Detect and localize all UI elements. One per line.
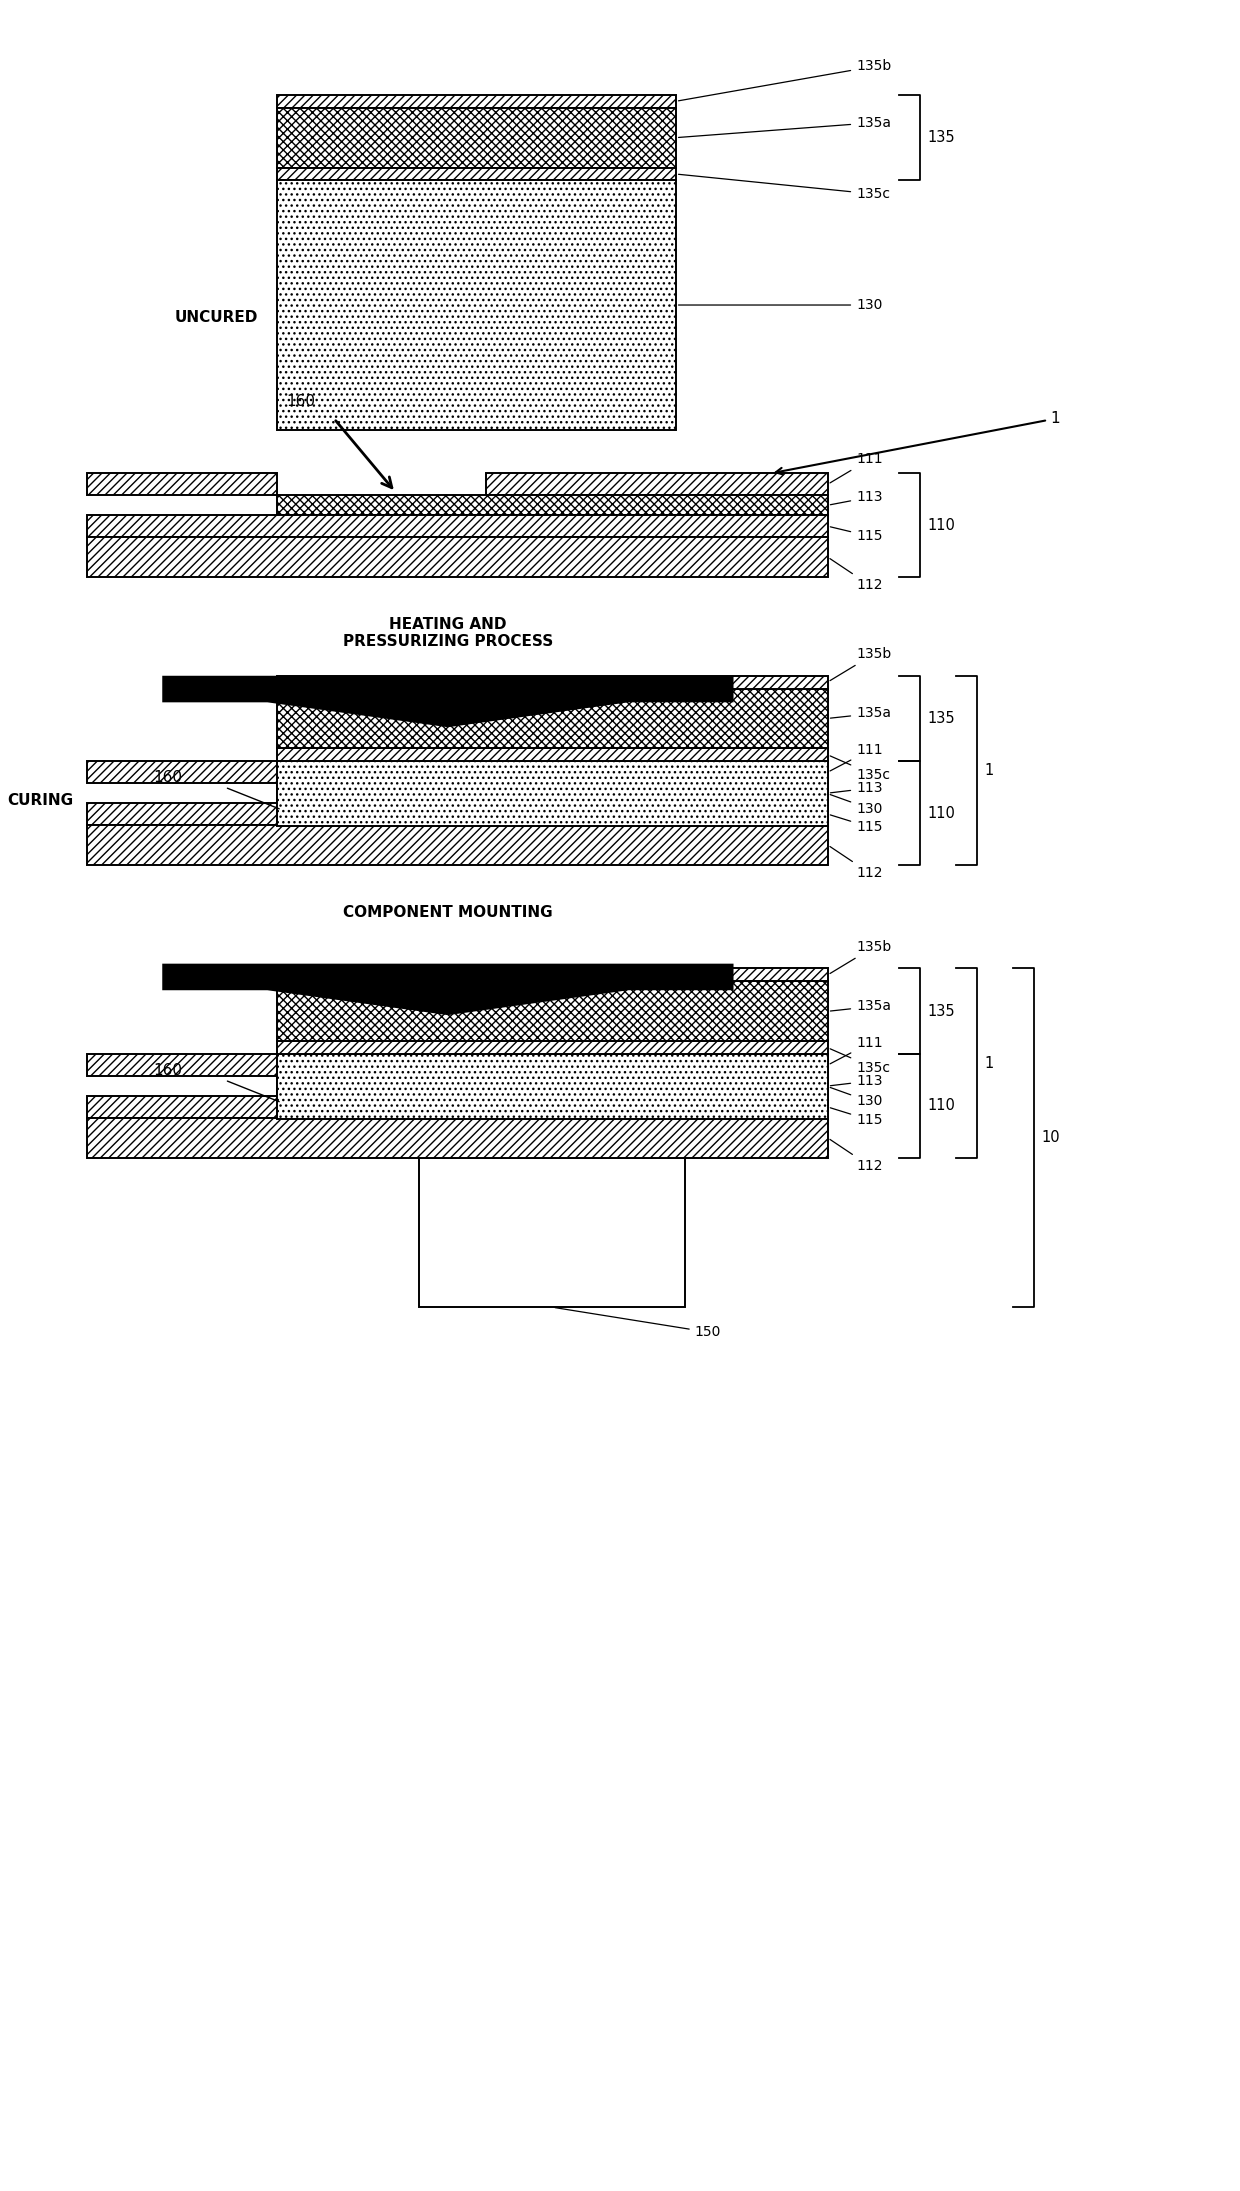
Text: 111: 111 (830, 1036, 883, 1065)
Bar (277, 107, 676, 167)
Text: 111: 111 (830, 743, 883, 771)
Text: 1: 1 (776, 412, 1060, 475)
Text: COMPONENT MOUNTING: COMPONENT MOUNTING (343, 905, 553, 920)
Text: 130: 130 (678, 298, 883, 311)
Text: 160: 160 (153, 769, 182, 784)
Text: 135a: 135a (831, 999, 892, 1014)
Bar (87, 804, 827, 826)
Bar (87, 1054, 467, 1076)
Text: 135: 135 (928, 1003, 955, 1019)
Text: 135a: 135a (678, 116, 892, 138)
Text: 135b: 135b (830, 646, 892, 681)
Text: 135c: 135c (678, 175, 890, 202)
Bar (277, 1041, 827, 1054)
Text: 130: 130 (831, 795, 883, 815)
Bar (277, 495, 827, 515)
Text: HEATING AND
PRESSURIZING PROCESS: HEATING AND PRESSURIZING PROCESS (342, 618, 553, 649)
Text: 135: 135 (928, 129, 955, 145)
Bar (87, 826, 827, 865)
Text: 135c: 135c (830, 1049, 890, 1074)
Bar (87, 473, 277, 495)
Text: 160: 160 (286, 394, 315, 410)
Text: 110: 110 (928, 1098, 955, 1113)
Text: UNCURED: UNCURED (175, 309, 258, 324)
Text: 110: 110 (928, 806, 955, 822)
Text: 110: 110 (928, 517, 955, 532)
Bar (277, 675, 827, 688)
Text: 10: 10 (1042, 1131, 1060, 1146)
Bar (87, 537, 827, 576)
Text: 111: 111 (830, 451, 883, 482)
Bar (277, 167, 676, 180)
Bar (277, 982, 827, 1041)
Text: 1: 1 (985, 1056, 993, 1071)
Bar (87, 515, 827, 537)
Bar (277, 760, 827, 826)
Bar (277, 782, 827, 804)
Text: 113: 113 (831, 1074, 883, 1089)
Bar (277, 688, 827, 749)
Text: 160: 160 (153, 1063, 182, 1078)
Polygon shape (164, 964, 733, 1014)
Text: 130: 130 (831, 1087, 883, 1109)
Text: 135a: 135a (831, 706, 892, 721)
Text: 112: 112 (830, 559, 883, 592)
Text: 135c: 135c (830, 756, 890, 782)
Polygon shape (164, 677, 733, 727)
Text: 115: 115 (831, 526, 883, 543)
Text: 113: 113 (831, 491, 883, 504)
Bar (486, 473, 827, 495)
Bar (87, 1096, 827, 1117)
Text: 112: 112 (830, 1139, 883, 1172)
Text: 112: 112 (830, 846, 883, 881)
Text: 115: 115 (831, 1109, 883, 1126)
Bar (277, 94, 676, 107)
Bar (486, 1054, 827, 1076)
Bar (277, 749, 827, 760)
Bar (277, 180, 676, 429)
Text: 115: 115 (831, 815, 883, 835)
Text: 135b: 135b (830, 940, 892, 973)
Text: 1: 1 (985, 762, 993, 778)
Bar (87, 760, 467, 782)
Bar (419, 1157, 686, 1308)
Text: 113: 113 (831, 782, 883, 795)
Text: 150: 150 (556, 1308, 722, 1339)
Text: CURING: CURING (6, 793, 73, 808)
Bar (277, 968, 827, 982)
Text: 135: 135 (928, 710, 955, 725)
Bar (486, 760, 827, 782)
Bar (87, 1117, 827, 1157)
Bar (277, 1054, 827, 1120)
Bar (277, 1076, 827, 1096)
Text: 135b: 135b (678, 59, 892, 101)
